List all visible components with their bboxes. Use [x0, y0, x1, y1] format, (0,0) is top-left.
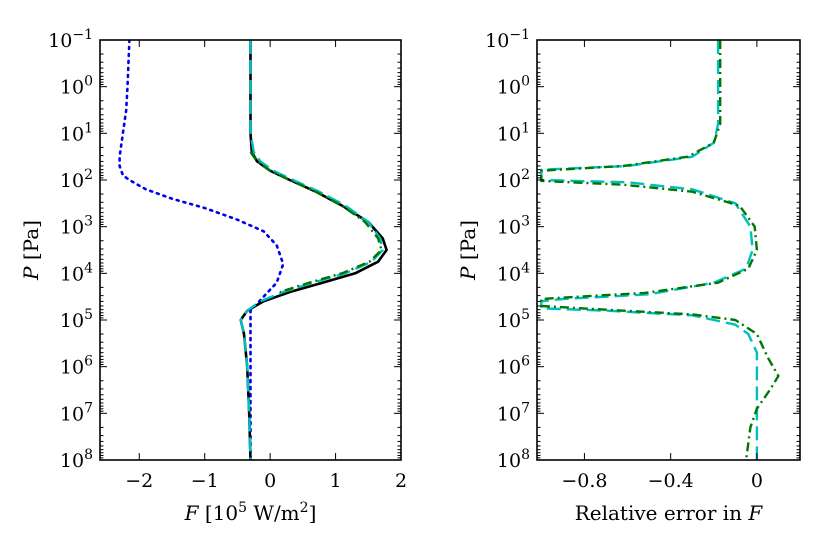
- y-tick-label: 100: [60, 74, 93, 99]
- y-tick-label: 102: [60, 167, 93, 192]
- y-tick-label: 101: [60, 120, 93, 145]
- y-tick-label: 10−1: [48, 27, 93, 52]
- y-axis-label: P [Pa]: [19, 220, 43, 281]
- y-tick-label: 108: [497, 447, 530, 472]
- y-axis-label: P [Pa]: [456, 220, 480, 281]
- series-blue-dotted: [118, 40, 285, 460]
- y-tick-label: 103: [497, 214, 530, 239]
- series-cyan-dashed: [239, 40, 384, 460]
- x-tick-label: 1: [330, 470, 342, 492]
- y-tick-label: 105: [497, 307, 530, 332]
- plot-frame: [536, 39, 801, 461]
- y-tick-label: 104: [497, 260, 530, 285]
- y-tick-label: 107: [497, 400, 530, 425]
- x-tick-label: 0: [264, 470, 276, 492]
- series-cyan-dashed: [540, 40, 759, 460]
- y-tick-label: 103: [60, 214, 93, 239]
- plot-frame: [99, 39, 402, 461]
- x-tick-label: 2: [395, 470, 407, 492]
- series-black-solid: [239, 40, 388, 460]
- y-tick-label: 106: [497, 354, 530, 379]
- y-tick-label: 102: [497, 167, 530, 192]
- x-axis-label: Relative error in F: [575, 501, 764, 525]
- x-tick-label: −0.4: [648, 470, 694, 492]
- panel-left: 10−1 100 101 102 103 104 105 106 107 108 −2 −1 0 1 2 P …: [19, 27, 407, 525]
- panel-right: 10−1 100 101 102 103 104 105 106 107 108 −0.8 −0.4 0…: [456, 27, 801, 525]
- x-tick-label: 0: [751, 470, 763, 492]
- x-axis-label: F [105 W/m2]: [184, 500, 317, 525]
- y-tick-label: 105: [60, 307, 93, 332]
- y-tick-label: 104: [60, 260, 93, 285]
- series-green-dashdot: [249, 151, 383, 294]
- series-green-dashdot: [540, 40, 780, 460]
- y-tick-label: 10−1: [485, 27, 530, 52]
- y-tick-label: 106: [60, 354, 93, 379]
- y-tick-label: 100: [497, 74, 530, 99]
- x-tick-label: −1: [191, 470, 219, 492]
- y-tick-label: 107: [60, 400, 93, 425]
- x-tick-label: −0.8: [561, 470, 607, 492]
- y-tick-label: 108: [60, 447, 93, 472]
- x-tick-label: −2: [125, 470, 153, 492]
- y-tick-label: 101: [497, 120, 530, 145]
